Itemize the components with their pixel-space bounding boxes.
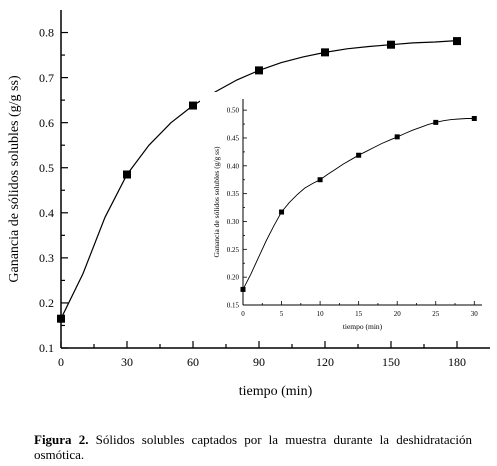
inset-y-tick-label: 0.25 — [227, 246, 240, 254]
inset-x-tick-label: 0 — [241, 310, 245, 318]
main-y-tick-label: 0.1 — [39, 341, 54, 355]
main-y-tick-label: 0.7 — [39, 71, 54, 85]
inset-x-axis-title: tiempo (min) — [343, 322, 383, 331]
main-x-tick-label: 90 — [253, 355, 265, 369]
inset-chart: 0 5 10 15 20 25 30 0.15 0.20 0.25 0.30 0.35 0.40 0.45… — [200, 92, 490, 340]
inset-y-axis-title: Ganancia de sólidos solubles (g/g ss) — [212, 146, 221, 258]
main-data-point — [123, 170, 131, 179]
main-y-tick-label: 0.2 — [39, 296, 54, 310]
main-data-point — [453, 37, 461, 46]
figure-chart: 0 30 60 90 120 150 1800.10.20.30.40.50.60.70.8… — [7, 10, 490, 399]
inset-x-tick-label: 20 — [394, 310, 402, 318]
main-data-point — [321, 48, 329, 57]
main-y-tick-label: 0.3 — [39, 251, 54, 265]
inset-data-point — [394, 134, 400, 140]
main-x-axis-title: tiempo (min) — [239, 384, 313, 399]
main-data-point — [189, 101, 197, 110]
main-x-tick-label: 60 — [187, 355, 199, 369]
inset-data-point — [471, 115, 477, 121]
main-y-axis-title: Ganancia de sólidos solubles (g/g ss) — [7, 75, 22, 283]
inset-y-tick-label: 0.20 — [227, 274, 240, 282]
main-data-point — [57, 314, 65, 323]
figure-caption: Figura 2. Sólidos solubles captados por … — [34, 432, 472, 462]
inset-x-tick-label: 10 — [317, 310, 325, 318]
inset-y-tick-label: 0.35 — [227, 190, 240, 198]
caption-label: Figura 2. — [34, 432, 89, 447]
main-x-tick-label: 0 — [58, 355, 64, 369]
inset-y-tick-label: 0.40 — [227, 162, 240, 170]
inset-x-tick-label: 15 — [355, 310, 363, 318]
inset-data-point — [240, 286, 246, 292]
inset-data-point — [317, 177, 323, 183]
inset-x-tick-label: 5 — [280, 310, 284, 318]
main-y-tick-label: 0.5 — [39, 161, 54, 175]
inset-x-tick-label: 30 — [471, 310, 479, 318]
inset-y-tick-label: 0.30 — [227, 218, 240, 226]
caption-text: Sólidos solubles captados por la muestra… — [34, 432, 472, 462]
main-x-tick-label: 30 — [121, 355, 133, 369]
main-y-tick-label: 0.6 — [39, 116, 54, 130]
main-y-tick-label: 0.4 — [39, 206, 54, 220]
inset-data-point — [279, 209, 285, 215]
inset-background — [200, 92, 490, 340]
main-chart: 0 30 60 90 120 150 1800.10.20.30.40.50.60.70.8… — [7, 10, 490, 399]
inset-x-tick-label: 25 — [432, 310, 440, 318]
main-data-point — [255, 66, 263, 75]
inset-y-tick-label: 0.45 — [227, 134, 240, 142]
inset-y-tick-label: 0.50 — [227, 107, 240, 115]
main-x-tick-label: 180 — [448, 355, 466, 369]
main-x-tick-label: 150 — [382, 355, 400, 369]
main-y-tick-label: 0.8 — [39, 26, 54, 40]
inset-data-point — [433, 119, 439, 125]
inset-data-point — [356, 152, 362, 158]
main-x-tick-label: 120 — [316, 355, 334, 369]
main-data-point — [387, 40, 395, 49]
inset-y-tick-label: 0.15 — [227, 301, 240, 309]
